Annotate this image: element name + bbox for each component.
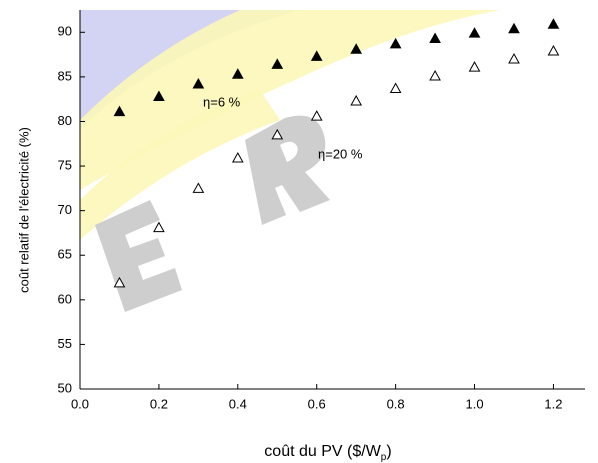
- point: [429, 69, 441, 81]
- y-tick-label: 90: [58, 24, 72, 39]
- x-tick-label: 0.4: [229, 396, 247, 411]
- point: [231, 152, 244, 163]
- x-tick-label: 1.2: [544, 396, 562, 411]
- point: [153, 90, 165, 102]
- point: [271, 58, 284, 69]
- point: [429, 32, 441, 44]
- y-axis-label: coût relatif de l'électricité (%): [16, 127, 31, 293]
- point: [468, 61, 481, 72]
- point: [468, 27, 481, 38]
- y-tick-label: 80: [58, 113, 72, 128]
- y-tick-label: 60: [58, 291, 72, 306]
- point: [271, 128, 284, 140]
- x-tick-label: 0.6: [308, 396, 326, 411]
- y-tick-label: 75: [58, 157, 72, 172]
- point: [350, 43, 363, 54]
- y-tick-label: 70: [58, 202, 72, 217]
- point: [310, 110, 323, 121]
- annotation: η=6 %: [203, 94, 241, 109]
- point: [192, 182, 205, 193]
- x-tick-label: 1.0: [465, 396, 483, 411]
- x-axis-label-part: coût du PV ($/W: [264, 443, 381, 460]
- point: [547, 18, 560, 29]
- x-tick-label: 0.8: [387, 396, 405, 411]
- point: [508, 53, 520, 64]
- x-axis-label-part: ): [386, 443, 391, 460]
- point: [153, 221, 165, 233]
- point: [389, 82, 402, 93]
- y-tick-label: 50: [58, 380, 72, 395]
- point: [192, 77, 205, 89]
- x-axis-label-sub: p: [381, 452, 387, 463]
- watermark: [80, 10, 500, 312]
- point: [310, 50, 323, 61]
- point: [547, 44, 560, 56]
- point: [508, 22, 520, 34]
- x-tick-label: 0.2: [150, 396, 168, 411]
- y-tick-label: 85: [58, 68, 72, 83]
- point: [113, 276, 126, 288]
- annotation: η=20 %: [318, 146, 363, 161]
- x-tick-label: 0.0: [71, 396, 89, 411]
- y-tick-label: 65: [58, 247, 72, 262]
- y-tick-label: 55: [58, 336, 72, 351]
- point: [231, 68, 244, 79]
- point: [389, 37, 402, 49]
- point: [113, 105, 126, 117]
- point: [350, 94, 363, 106]
- x-axis-label: coût du PV ($/Wp): [264, 443, 391, 462]
